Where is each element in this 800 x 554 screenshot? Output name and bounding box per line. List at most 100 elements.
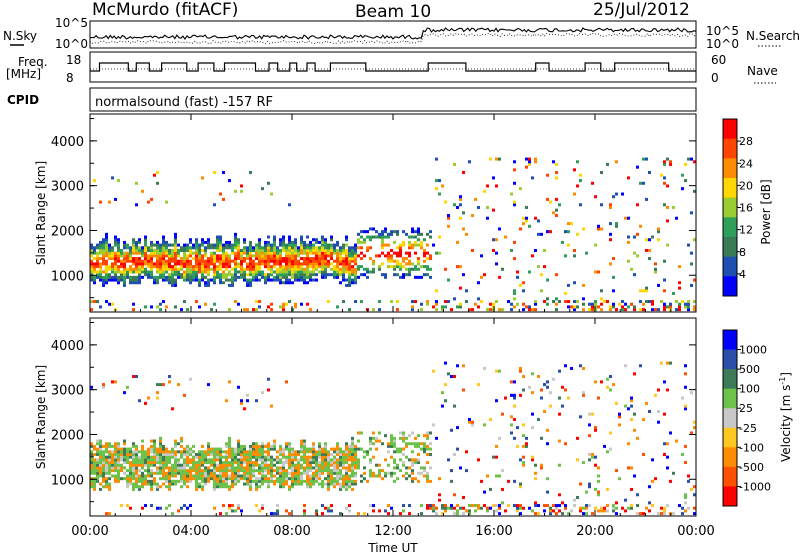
heatmap-cell bbox=[273, 278, 276, 282]
heatmap-cell bbox=[549, 509, 552, 513]
heatmap-cell bbox=[135, 444, 138, 448]
heatmap-cell bbox=[129, 450, 132, 454]
heatmap-cell bbox=[120, 455, 123, 459]
heatmap-cell bbox=[222, 254, 225, 258]
heatmap-cell bbox=[237, 262, 240, 266]
heatmap-cell bbox=[513, 289, 516, 293]
heatmap-cell bbox=[96, 262, 99, 266]
heatmap-cell bbox=[369, 235, 372, 239]
heatmap-cell bbox=[270, 477, 273, 481]
heatmap-cell bbox=[519, 512, 522, 516]
heatmap-cell bbox=[678, 286, 681, 290]
heatmap-cell bbox=[276, 257, 279, 261]
heatmap-cell bbox=[228, 308, 231, 312]
heatmap-cell bbox=[111, 463, 114, 467]
heatmap-cell bbox=[105, 248, 108, 252]
heatmap-cell bbox=[90, 450, 93, 454]
heatmap-cell bbox=[90, 308, 93, 312]
heatmap-cell bbox=[156, 248, 159, 252]
heatmap-cell bbox=[576, 436, 579, 440]
heatmap-cell bbox=[498, 512, 501, 516]
heatmap-cell bbox=[540, 289, 543, 293]
heatmap-cell bbox=[270, 444, 273, 448]
heatmap-cell bbox=[564, 442, 567, 446]
heatmap-cell bbox=[336, 442, 339, 446]
heatmap-cell bbox=[171, 248, 174, 252]
heatmap-cell bbox=[330, 257, 333, 261]
heatmap-cell bbox=[597, 396, 600, 400]
heatmap-cell bbox=[270, 251, 273, 255]
heatmap-cell bbox=[684, 509, 687, 513]
heatmap-cell bbox=[168, 452, 171, 456]
heatmap-cell bbox=[360, 257, 363, 261]
heatmap-cell bbox=[219, 275, 222, 279]
heatmap-cell bbox=[489, 157, 492, 161]
heatmap-cell bbox=[147, 273, 150, 277]
heatmap-cell bbox=[207, 262, 210, 266]
heatmap-cell bbox=[180, 471, 183, 475]
heatmap-cell bbox=[150, 447, 153, 451]
heatmap-cell bbox=[141, 471, 144, 475]
heatmap-cell bbox=[417, 458, 420, 462]
heatmap-cell bbox=[225, 444, 228, 448]
heatmap-cell bbox=[663, 160, 666, 164]
heatmap-cell bbox=[672, 512, 675, 516]
heatmap-cell bbox=[297, 275, 300, 279]
heatmap-cell bbox=[93, 270, 96, 274]
heatmap-cell bbox=[189, 471, 192, 475]
heatmap-cell bbox=[132, 267, 135, 271]
heatmap-cell bbox=[126, 479, 129, 483]
heatmap-cell bbox=[255, 243, 258, 247]
heatmap-cell bbox=[330, 479, 333, 483]
heatmap-cell bbox=[285, 509, 288, 513]
heatmap-cell bbox=[222, 281, 225, 285]
heatmap-cell bbox=[609, 375, 612, 379]
heatmap-cell bbox=[654, 270, 657, 274]
heatmap-cell bbox=[564, 254, 567, 258]
heatmap-cell bbox=[444, 305, 447, 309]
heatmap-cell bbox=[666, 184, 669, 188]
heatmap-cell bbox=[237, 240, 240, 244]
heatmap-cell bbox=[99, 270, 102, 274]
heatmap-cell bbox=[420, 246, 423, 250]
heatmap-cell bbox=[168, 278, 171, 282]
heatmap-cell bbox=[231, 471, 234, 475]
heatmap-cell bbox=[135, 257, 138, 261]
heatmap-cell bbox=[258, 469, 261, 473]
heatmap-cell bbox=[150, 461, 153, 465]
heatmap-cell bbox=[684, 407, 687, 411]
heatmap-cell bbox=[210, 447, 213, 451]
heatmap-cell bbox=[141, 254, 144, 258]
heatmap-cell bbox=[348, 463, 351, 467]
heatmap-cell bbox=[669, 361, 672, 365]
heatmap-cell bbox=[114, 254, 117, 258]
heatmap-cell bbox=[450, 504, 453, 508]
heatmap-cell bbox=[192, 273, 195, 277]
x-tick-label: 00:00 bbox=[677, 524, 714, 539]
heatmap-cell bbox=[360, 235, 363, 239]
heatmap-cell bbox=[372, 442, 375, 446]
heatmap-cell bbox=[102, 479, 105, 483]
heatmap-cell bbox=[126, 257, 129, 261]
heatmap-cell bbox=[195, 452, 198, 456]
heatmap-cell bbox=[393, 436, 396, 440]
heatmap-cell bbox=[492, 238, 495, 242]
heatmap-cell bbox=[342, 455, 345, 459]
heatmap-cell bbox=[327, 474, 330, 478]
heatmap-cell bbox=[336, 267, 339, 271]
heatmap-cell bbox=[102, 452, 105, 456]
heatmap-cell bbox=[252, 267, 255, 271]
heatmap-cell bbox=[354, 251, 357, 255]
heatmap-cell bbox=[306, 281, 309, 285]
heatmap-cell bbox=[288, 278, 291, 282]
heatmap-cell bbox=[339, 463, 342, 467]
heatmap-cell bbox=[120, 469, 123, 473]
heatmap-cell bbox=[267, 471, 270, 475]
heatmap-cell bbox=[372, 227, 375, 231]
heatmap-cell bbox=[303, 251, 306, 255]
heatmap-cell bbox=[405, 436, 408, 440]
heatmap-cell bbox=[231, 259, 234, 263]
heatmap-cell bbox=[492, 455, 495, 459]
heatmap-cell bbox=[324, 447, 327, 451]
heatmap-cell bbox=[153, 479, 156, 483]
